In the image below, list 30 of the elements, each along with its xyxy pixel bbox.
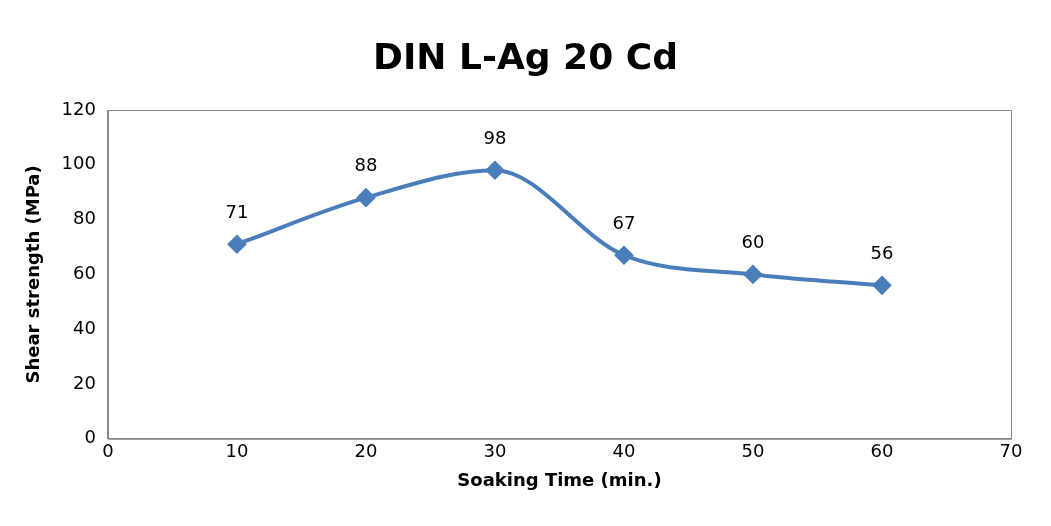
point (743, 265, 762, 284)
point (872, 276, 891, 295)
data-label: 88 (354, 154, 378, 176)
x-tick-label: 60 (870, 440, 894, 462)
y-tick-label: 100 (61, 152, 96, 174)
data-label: 67 (612, 211, 636, 233)
x-tick-label: 70 (999, 440, 1023, 462)
point (227, 235, 246, 254)
x-tick-label: 30 (483, 440, 507, 462)
x-axis-title: Soaking Time (min.) (457, 468, 662, 490)
y-tick-label: 60 (73, 262, 96, 284)
point (614, 246, 633, 265)
y-tick-label: 120 (61, 97, 96, 119)
data-label: 71 (225, 200, 249, 222)
y-tick-label: 0 (84, 426, 96, 448)
chart-title: DIN L-Ag 20 Cd (372, 36, 679, 77)
x-tick-label: 20 (354, 440, 378, 462)
x-tick-label: 40 (612, 440, 636, 462)
x-tick-label: 0 (102, 440, 114, 462)
x-tick-label: 10 (225, 440, 249, 462)
y-tick-label: 40 (73, 316, 96, 338)
data-label: 60 (741, 231, 765, 253)
x-tick-label: 50 (741, 440, 765, 462)
y-axis-title: Shear strength (MPa) (22, 165, 44, 384)
point (356, 188, 375, 207)
point (485, 161, 504, 180)
data-label: 98 (483, 126, 507, 148)
y-tick-label: 20 (73, 371, 96, 393)
data-label: 56 (870, 242, 894, 264)
y-tick-label: 80 (73, 207, 96, 229)
